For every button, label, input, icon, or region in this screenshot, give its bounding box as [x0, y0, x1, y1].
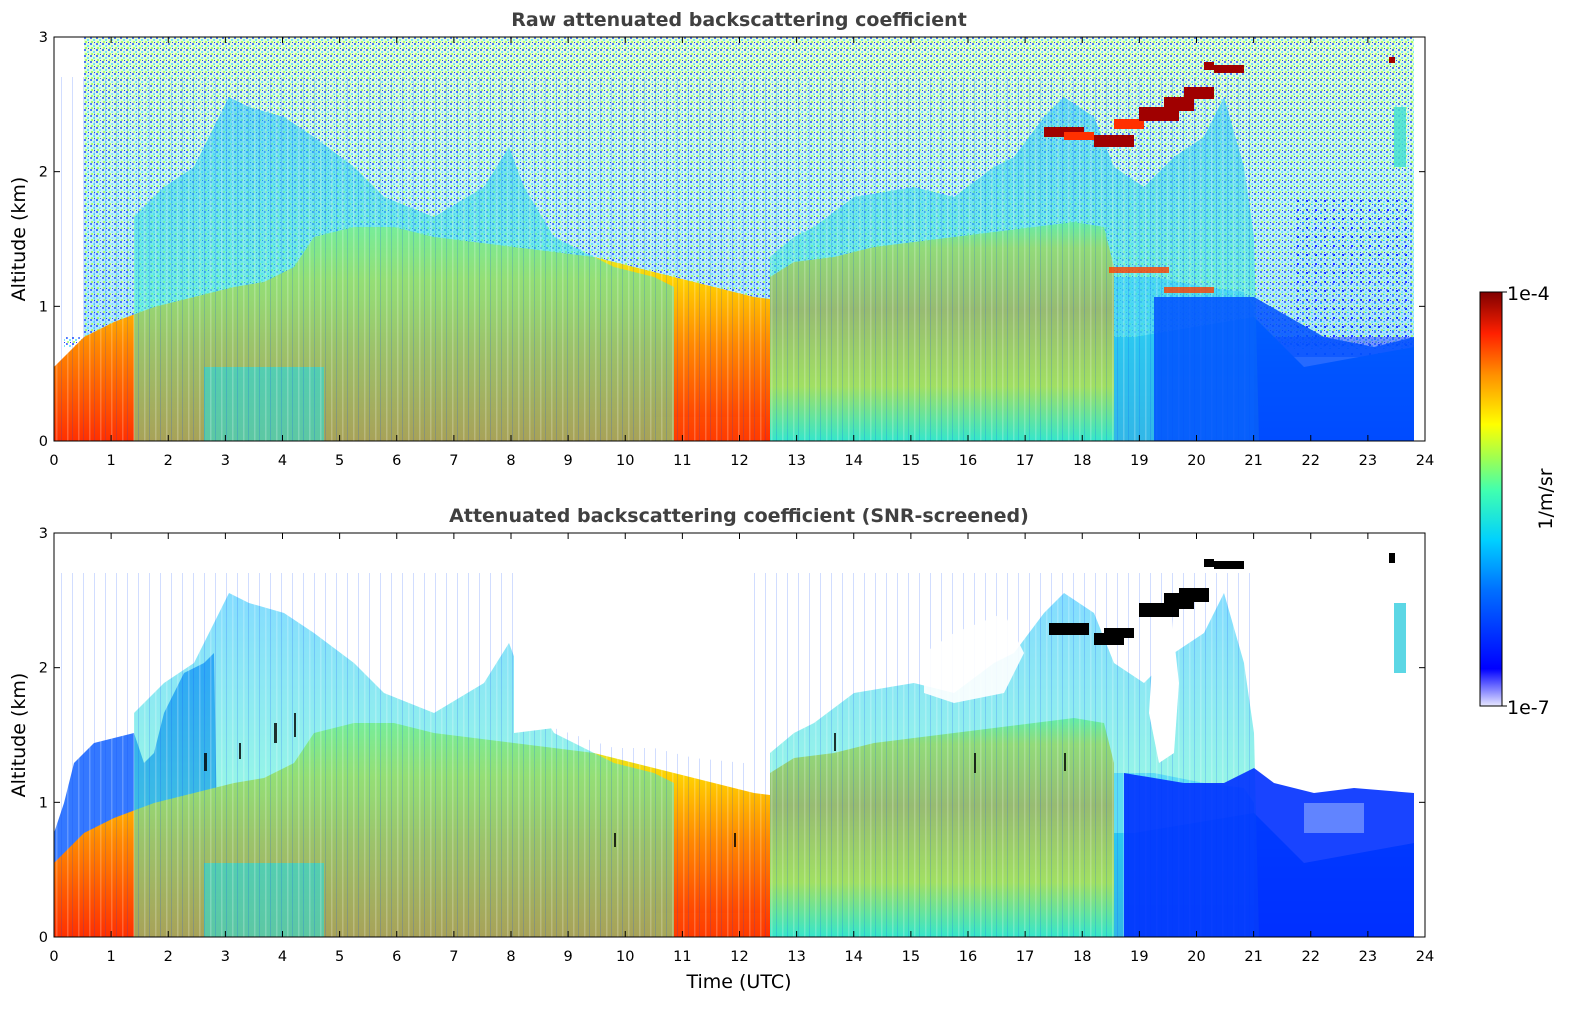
top-heatmap [54, 37, 1425, 441]
top-x-tick-label: 11 [673, 453, 691, 469]
bottom-x-tick-label: 0 [49, 949, 58, 965]
top-y-tick-label: 0 [39, 434, 48, 450]
bottom-x-tick-label: 21 [1244, 949, 1262, 965]
bottom-x-tick-label: 7 [449, 949, 458, 965]
top-x-tick-label: 3 [221, 453, 230, 469]
colorbar: 1e-4 1e-7 1/m/sr [1479, 283, 1557, 719]
top-panel: Raw attenuated backscattering coefficien… [8, 9, 1434, 469]
bottom-y-ticks: 0 1 2 3 [39, 526, 1425, 946]
top-x-tick-label: 8 [506, 453, 515, 469]
bottom-x-tick-label: 14 [845, 949, 863, 965]
bottom-heatmap [54, 533, 1425, 937]
top-x-ticks: 0 1 2 3 4 5 6 7 8 9 10 11 12 13 14 15 16 17 18 19 20 21 22 23 24 [49, 37, 1434, 469]
top-y-ticks: 0 1 2 3 [39, 30, 1425, 450]
bottom-y-tick-label: 0 [39, 930, 48, 946]
top-x-tick-label: 4 [278, 453, 287, 469]
bottom-x-tick-label: 8 [506, 949, 515, 965]
bottom-x-tick-label: 2 [164, 949, 173, 965]
top-x-tick-label: 0 [49, 453, 58, 469]
bottom-x-ticks: 0 1 2 3 4 5 6 7 8 9 10 11 12 13 14 15 16 17 18 19 20 21 22 23 24 [49, 533, 1434, 965]
top-y-tick-label: 2 [39, 165, 48, 181]
top-x-tick-label: 18 [1073, 453, 1091, 469]
top-x-tick-label: 15 [902, 453, 920, 469]
top-x-tick-label: 10 [616, 453, 634, 469]
bottom-panel: Attenuated backscattering coefficient (S… [8, 505, 1434, 993]
bottom-x-tick-label: 24 [1416, 949, 1434, 965]
bottom-x-tick-label: 17 [1016, 949, 1034, 965]
top-x-tick-label: 5 [335, 453, 344, 469]
bottom-x-tick-label: 16 [959, 949, 977, 965]
bottom-y-tick-label: 3 [39, 526, 48, 542]
top-x-tick-label: 7 [449, 453, 458, 469]
bottom-x-tick-label: 6 [392, 949, 401, 965]
bottom-x-tick-label: 4 [278, 949, 287, 965]
colorbar-unit-label: 1/m/sr [1535, 468, 1557, 529]
bottom-x-tick-label: 20 [1187, 949, 1205, 965]
top-x-tick-label: 24 [1416, 453, 1434, 469]
bottom-x-tick-label: 18 [1073, 949, 1091, 965]
bottom-x-tick-label: 11 [673, 949, 691, 965]
top-y-axis-label: Altitude (km) [8, 177, 30, 302]
colorbar-min-label: 1e-7 [1507, 697, 1550, 719]
top-y-tick-label: 3 [39, 30, 48, 46]
bottom-x-tick-label: 15 [902, 949, 920, 965]
colorbar-max-label: 1e-4 [1507, 283, 1550, 305]
top-x-tick-label: 2 [164, 453, 173, 469]
bottom-x-tick-label: 10 [616, 949, 634, 965]
bottom-x-tick-label: 13 [787, 949, 805, 965]
top-x-tick-label: 19 [1130, 453, 1148, 469]
bottom-x-axis-label: Time (UTC) [685, 971, 791, 993]
top-x-tick-label: 21 [1244, 453, 1262, 469]
bottom-x-tick-label: 3 [221, 949, 230, 965]
top-x-tick-label: 23 [1359, 453, 1377, 469]
top-panel-title: Raw attenuated backscattering coefficien… [511, 9, 967, 31]
bottom-x-tick-label: 5 [335, 949, 344, 965]
top-x-tick-label: 6 [392, 453, 401, 469]
top-x-tick-label: 20 [1187, 453, 1205, 469]
top-x-tick-label: 17 [1016, 453, 1034, 469]
bottom-y-tick-label: 1 [39, 795, 48, 811]
bottom-y-axis-label: Altitude (km) [8, 673, 30, 798]
top-y-tick-label: 1 [39, 299, 48, 315]
top-x-tick-label: 14 [845, 453, 863, 469]
top-x-tick-label: 22 [1302, 453, 1320, 469]
bottom-panel-title: Attenuated backscattering coefficient (S… [449, 505, 1029, 527]
bottom-x-tick-label: 1 [107, 949, 116, 965]
top-x-tick-label: 1 [107, 453, 116, 469]
top-x-tick-label: 9 [564, 453, 573, 469]
bottom-x-tick-label: 19 [1130, 949, 1148, 965]
top-x-tick-label: 16 [959, 453, 977, 469]
top-x-tick-label: 13 [787, 453, 805, 469]
bottom-y-tick-label: 2 [39, 661, 48, 677]
bottom-x-tick-label: 9 [564, 949, 573, 965]
colorbar-gradient [1479, 291, 1503, 707]
bottom-x-tick-label: 22 [1302, 949, 1320, 965]
top-x-tick-label: 12 [730, 453, 748, 469]
bottom-x-tick-label: 23 [1359, 949, 1377, 965]
bottom-x-tick-label: 12 [730, 949, 748, 965]
